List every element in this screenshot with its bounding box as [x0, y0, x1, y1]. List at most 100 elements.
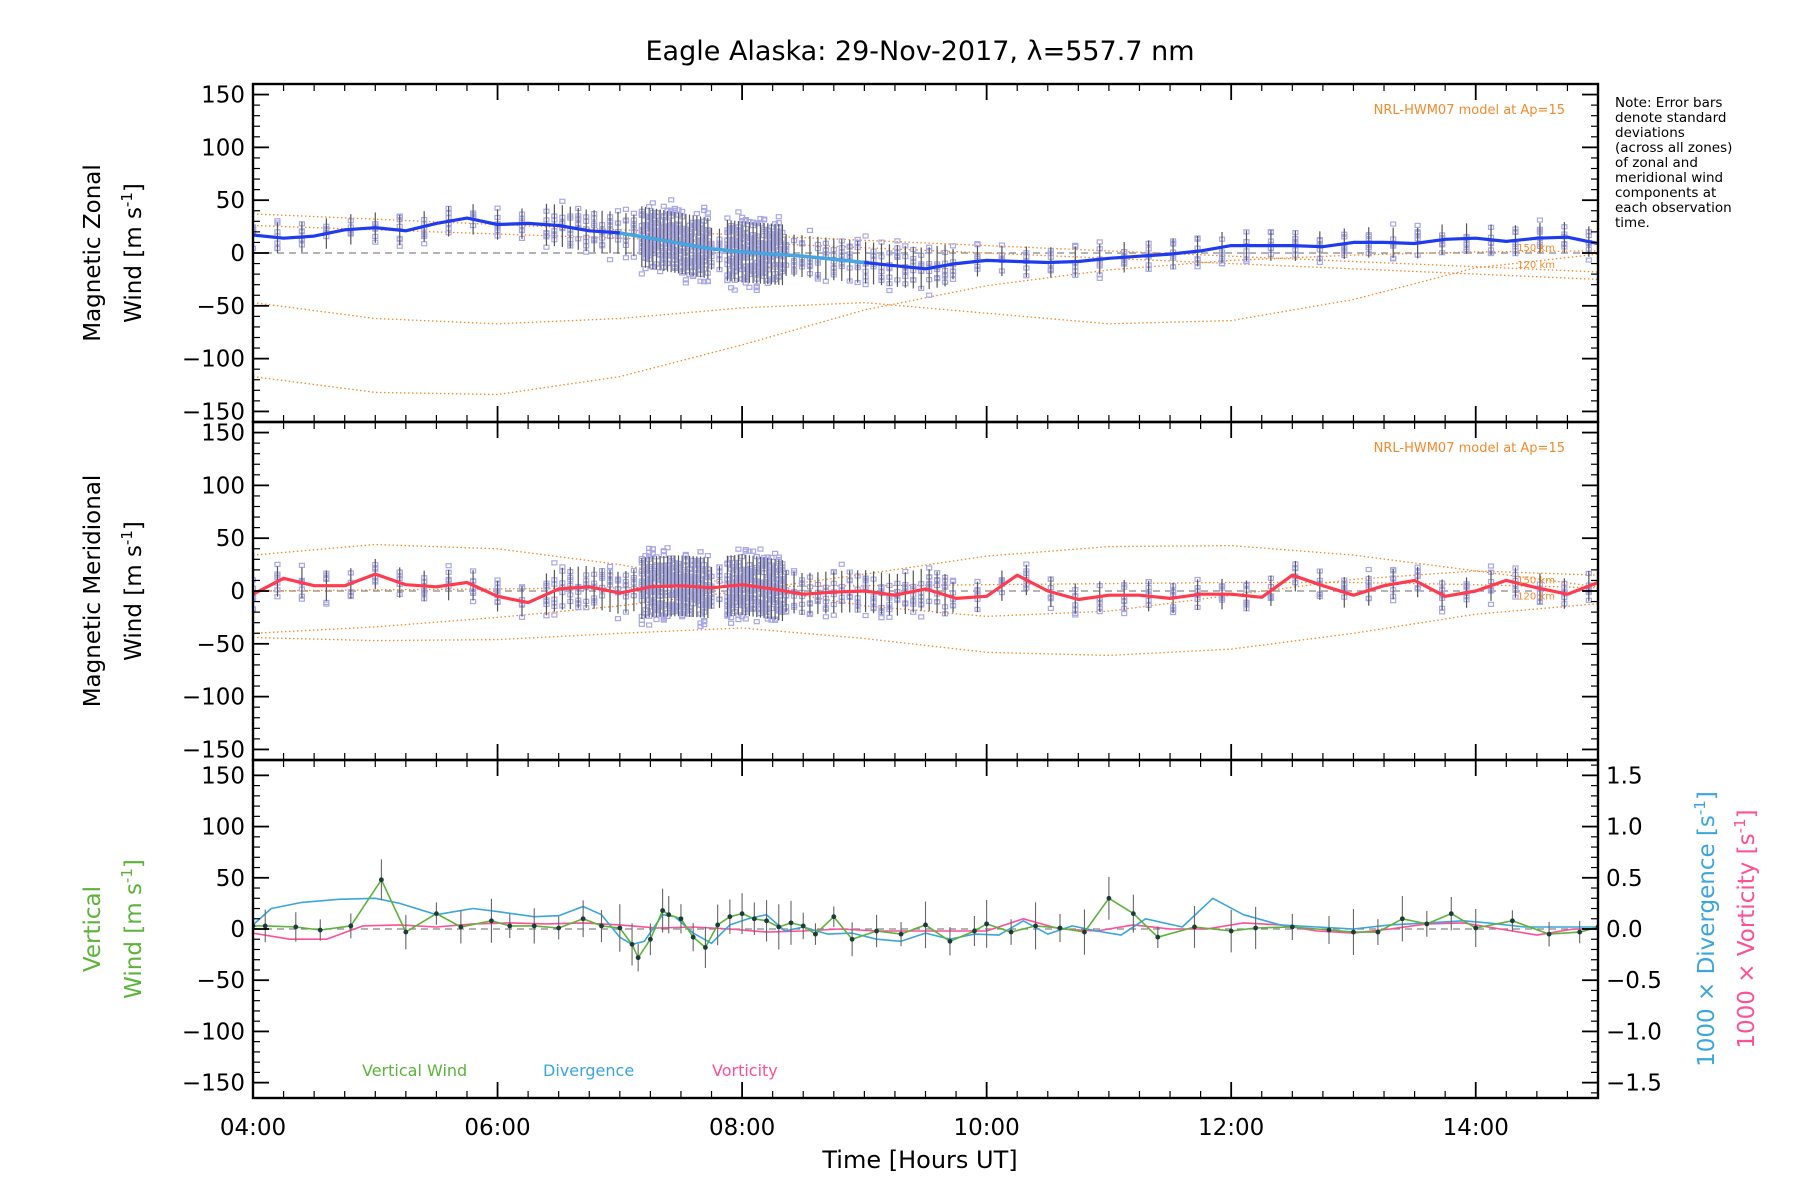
model-curve — [253, 544, 1598, 634]
model-curve — [253, 603, 1598, 657]
x-tick-label: 10:00 — [953, 1115, 1019, 1141]
y2-tick-label: 1.0 — [1606, 815, 1643, 841]
vertical-wind-point — [599, 923, 604, 929]
model-curve — [253, 581, 1598, 592]
y-tick-label: 150 — [201, 421, 245, 447]
zone-point — [253, 226, 257, 232]
vertical-wind-point — [262, 923, 268, 929]
zone-point — [543, 244, 550, 250]
zone-point — [894, 238, 901, 244]
y2-tick-label: 0.5 — [1606, 866, 1643, 892]
zone-point — [646, 545, 653, 551]
legend-entry: Divergence — [543, 1061, 634, 1080]
model-km-label: 120 km — [1517, 260, 1555, 271]
y-tick-label: 0 — [230, 241, 245, 267]
zone-point — [918, 614, 925, 620]
zone-point — [693, 210, 700, 217]
vertical-wind-point — [972, 928, 977, 934]
zone-point — [668, 197, 675, 203]
vertical-wind-point — [647, 936, 653, 942]
zone-point — [735, 616, 742, 623]
x-tick-label: 12:00 — [1198, 1115, 1264, 1141]
note-line: (across all zones) — [1615, 140, 1733, 156]
chart-title: Eagle Alaska: 29-Nov-2017, λ=557.7 nm — [646, 36, 1195, 67]
vertical-wind-point — [751, 916, 757, 922]
vertical-wind-point — [1130, 911, 1136, 917]
y-tick-label: −50 — [196, 968, 245, 994]
x-tick-label: 08:00 — [709, 1115, 775, 1141]
vertical-wind-point — [1289, 924, 1295, 930]
vertical-wind-point — [293, 924, 299, 930]
plot-zonal — [253, 197, 1598, 396]
vertical-wind-point — [458, 924, 464, 930]
zone-point — [1390, 221, 1397, 227]
vertical-wind-point — [788, 920, 794, 926]
zone-point — [649, 551, 656, 557]
zone-point — [757, 546, 764, 552]
zone-point — [664, 545, 671, 551]
y-tick-label: −100 — [182, 1019, 245, 1045]
zone-point — [772, 550, 779, 556]
model-km-label: 150 km — [1517, 243, 1555, 254]
y2-tick-label: −1.5 — [1606, 1071, 1662, 1097]
vertical-wind-point — [489, 918, 494, 924]
vertical-wind-point — [874, 928, 879, 934]
zone-point — [445, 563, 452, 569]
y-tick-label: 100 — [201, 135, 245, 161]
vertical-wind-point — [1155, 934, 1161, 940]
vertical-wind-point — [678, 916, 684, 922]
vertical-wind-point — [776, 924, 782, 930]
zone-point — [1487, 563, 1495, 569]
vertical-wind-point — [348, 923, 354, 929]
vertical-wind-point — [800, 923, 806, 929]
vertical-wind-point — [1546, 931, 1552, 937]
zone-point — [862, 233, 869, 239]
vertical-wind-point — [1228, 928, 1234, 934]
vertical-wind-point — [715, 922, 721, 928]
zone-point — [1536, 217, 1544, 223]
y-tick-label: 0 — [230, 579, 245, 605]
y-tick-label: 100 — [201, 473, 245, 499]
vertical-wind-point — [1192, 924, 1197, 930]
note-line: deviations — [1615, 125, 1685, 141]
zone-point — [727, 620, 735, 626]
y2-tick-label: 0.0 — [1606, 917, 1643, 943]
zone-point — [649, 546, 656, 552]
vertical-wind-point — [617, 925, 623, 931]
zone-point — [622, 255, 630, 261]
zone-point — [753, 619, 760, 625]
vertical-wind-point — [629, 941, 635, 947]
zone-point — [638, 621, 645, 627]
vertical-wind-point — [1577, 929, 1583, 935]
zone-point — [862, 612, 869, 619]
zone-point — [746, 284, 753, 290]
zone-point — [830, 612, 837, 618]
zone-point — [614, 616, 622, 622]
vertical-wind-point — [739, 911, 745, 917]
plot-meridional — [253, 543, 1598, 657]
vertical-wind-point — [849, 936, 855, 942]
zone-point — [749, 548, 757, 554]
x-tick-label: 04:00 — [220, 1115, 286, 1141]
y-tick-label: −100 — [182, 685, 245, 711]
vertical-wind-point — [813, 931, 818, 937]
zone-point — [731, 287, 738, 293]
y-axis-label: Vertical — [80, 886, 106, 972]
y-axis-label-units: Wind [m s-1] — [118, 521, 147, 661]
zone-point — [697, 278, 704, 284]
x-tick-label: 14:00 — [1443, 1115, 1509, 1141]
zone-point — [775, 214, 782, 220]
vertical-wind-point — [764, 918, 769, 924]
vertical-wind-point — [403, 929, 409, 935]
zone-point — [838, 561, 845, 567]
vertical-wind-point — [690, 934, 696, 940]
zone-point — [559, 198, 566, 204]
note-line: Note: Error bars — [1615, 95, 1723, 111]
zone-point — [822, 614, 829, 620]
zone-point — [606, 257, 614, 263]
vertical-wind-point — [1008, 929, 1014, 935]
y-tick-label: 50 — [216, 526, 245, 552]
zone-point — [1096, 275, 1103, 281]
zone-point — [704, 553, 711, 559]
